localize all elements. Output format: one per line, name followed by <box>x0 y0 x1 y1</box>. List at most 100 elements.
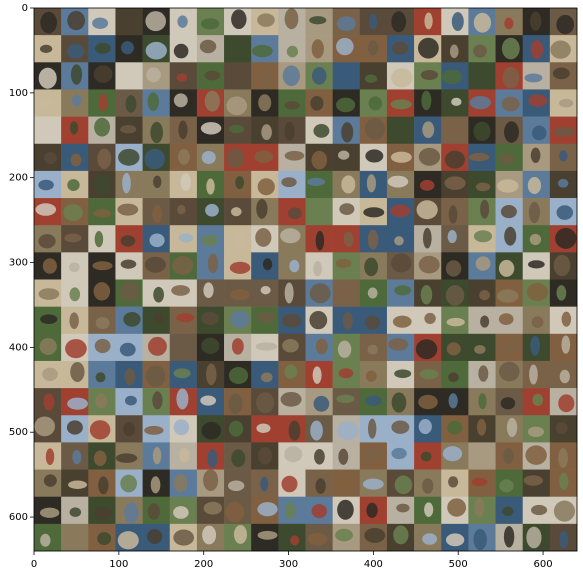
thumbnail <box>386 279 415 307</box>
thumbnail <box>386 116 415 145</box>
thumbnail-subject <box>200 122 222 135</box>
thumbnail-subject <box>147 336 167 356</box>
thumbnail <box>522 225 551 253</box>
thumbnail-subject <box>40 11 58 34</box>
thumbnail-subject <box>468 153 490 162</box>
thumbnail <box>169 415 198 443</box>
thumbnail-subject <box>339 203 355 216</box>
thumbnail <box>495 279 523 307</box>
thumbnail <box>332 252 361 280</box>
thumbnail-subject <box>65 339 87 359</box>
thumbnail <box>522 496 551 525</box>
thumbnail-subject <box>67 397 88 410</box>
thumbnail <box>386 225 415 253</box>
thumbnail <box>142 333 171 362</box>
thumbnail-subject <box>284 101 301 110</box>
thumbnail <box>61 116 89 145</box>
thumbnail <box>332 89 361 117</box>
thumbnail <box>169 143 198 172</box>
thumbnail <box>251 252 279 280</box>
thumbnail-subject <box>282 339 299 353</box>
thumbnail-subject <box>424 502 434 517</box>
thumbnail <box>414 469 442 497</box>
thumbnail <box>332 469 361 497</box>
thumbnail <box>88 143 116 172</box>
thumbnail-subject <box>335 258 352 268</box>
x-tick-label: 100 <box>109 559 128 570</box>
thumbnail <box>142 279 171 307</box>
thumbnail-subject <box>178 148 190 165</box>
thumbnail <box>332 35 361 63</box>
thumbnail-subject <box>285 502 296 520</box>
thumbnail <box>196 523 225 552</box>
thumbnail-subject <box>525 445 547 465</box>
thumbnail <box>169 333 198 362</box>
thumbnail <box>414 388 442 416</box>
thumbnail-subject <box>38 234 56 249</box>
thumbnail <box>34 62 62 90</box>
thumbnail <box>468 415 496 443</box>
thumbnail <box>386 469 415 497</box>
thumbnail <box>549 523 578 552</box>
thumbnail <box>196 279 225 307</box>
thumbnail-subject <box>391 420 410 434</box>
thumbnail <box>549 170 578 199</box>
thumbnail-subject <box>387 175 409 188</box>
thumbnail <box>495 35 523 63</box>
thumbnail <box>441 198 469 226</box>
thumbnail <box>169 388 198 416</box>
thumbnail <box>169 225 198 253</box>
thumbnail-subject <box>201 235 218 246</box>
thumbnail <box>468 442 496 470</box>
thumbnail <box>278 469 306 497</box>
thumbnail <box>359 252 388 280</box>
thumbnail <box>278 143 306 172</box>
thumbnail-subject <box>260 476 269 492</box>
thumbnail-subject <box>392 41 409 55</box>
thumbnail-subject <box>447 420 463 435</box>
thumbnail <box>414 35 442 63</box>
thumbnail-subject <box>284 282 294 304</box>
thumbnail-subject <box>504 121 519 143</box>
thumbnail-subject <box>226 148 245 169</box>
thumbnail-subject <box>391 11 407 33</box>
thumbnail-subject <box>67 179 80 191</box>
thumbnail-subject <box>530 147 541 163</box>
thumbnail <box>495 442 523 470</box>
thumbnail <box>196 8 225 36</box>
thumbnail <box>196 442 225 470</box>
thumbnail-subject <box>228 124 245 134</box>
thumbnail-subject <box>394 369 412 379</box>
thumbnail <box>305 360 333 389</box>
thumbnail <box>468 469 496 497</box>
thumbnail-subject <box>502 506 514 516</box>
y-tick-label: 100 <box>9 88 28 99</box>
thumbnail-subject <box>176 313 195 323</box>
thumbnail <box>278 279 306 307</box>
thumbnail-subject <box>504 226 517 246</box>
thumbnail-subject <box>499 153 515 165</box>
thumbnail <box>549 89 578 117</box>
thumbnail <box>305 333 333 362</box>
thumbnail <box>522 333 551 362</box>
thumbnail-subject <box>179 448 190 463</box>
thumbnail <box>386 170 415 199</box>
thumbnail <box>142 442 171 470</box>
thumbnail-subject <box>251 44 273 58</box>
thumbnail <box>224 306 252 335</box>
thumbnail-subject <box>201 311 219 326</box>
thumbnail <box>115 170 143 199</box>
thumbnail-subject <box>341 122 354 143</box>
thumbnail-subject <box>256 423 271 434</box>
thumbnail <box>196 198 225 226</box>
thumbnail <box>224 523 252 552</box>
thumbnail <box>332 143 361 172</box>
thumbnail-subject <box>476 418 487 436</box>
thumbnail-subject <box>470 66 493 81</box>
thumbnail <box>169 198 198 226</box>
thumbnail-subject <box>171 285 190 296</box>
thumbnail <box>115 333 143 362</box>
thumbnail <box>169 35 198 63</box>
thumbnail-subject <box>496 289 519 303</box>
thumbnail-subject <box>125 13 136 29</box>
